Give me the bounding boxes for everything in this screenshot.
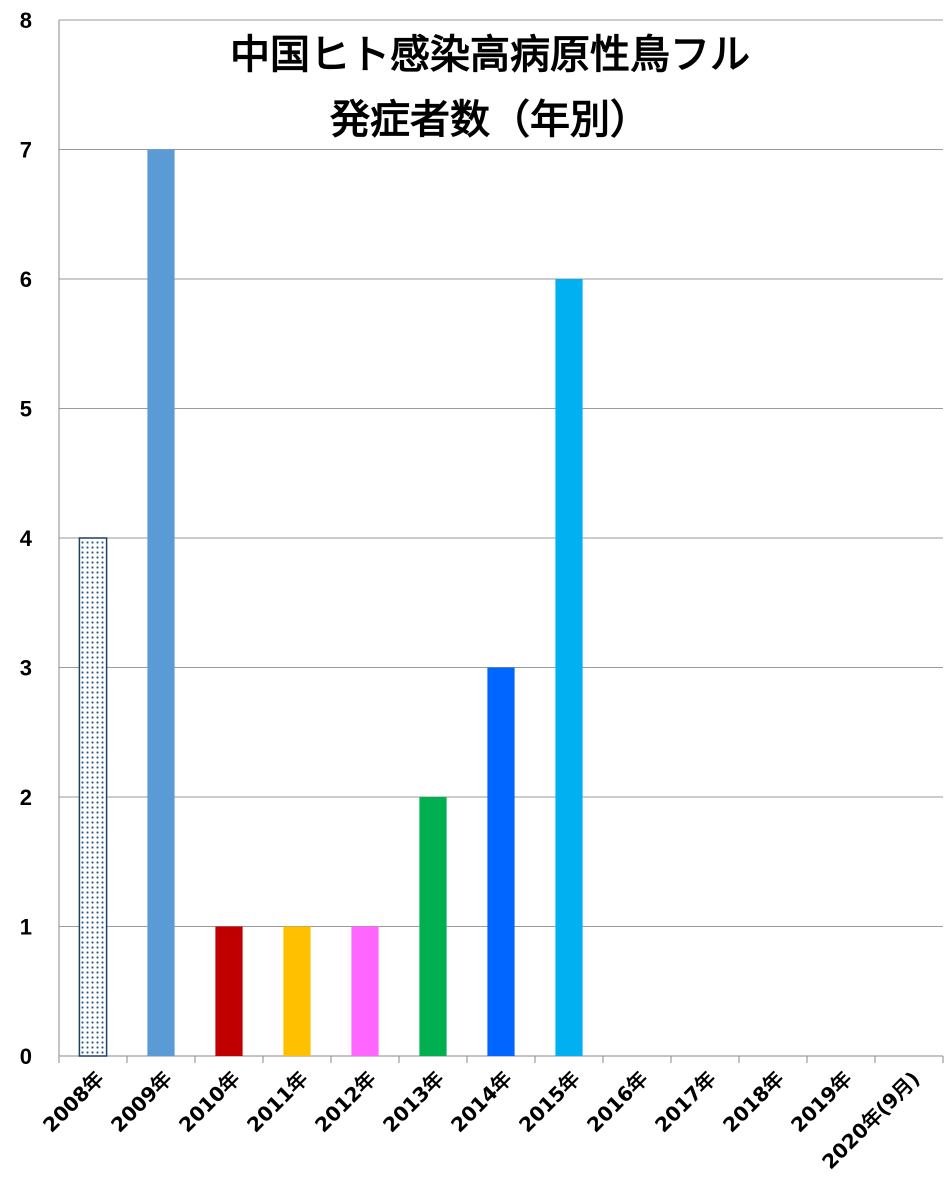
- y-tick-label: 0: [20, 1044, 32, 1069]
- x-tick-label: 2009年: [106, 1067, 176, 1137]
- y-tick-label: 6: [20, 267, 32, 292]
- bar-2011年: [283, 926, 311, 1056]
- x-tick-label: 2010年: [174, 1067, 244, 1137]
- y-tick-label: 3: [20, 656, 32, 681]
- bar-2010年: [215, 926, 243, 1056]
- bar-2012年: [351, 926, 379, 1056]
- x-tick-label: 2013年: [378, 1067, 448, 1137]
- bar-2013年: [419, 797, 447, 1056]
- bar-2008年: [78, 537, 108, 1057]
- y-tick-label: 4: [20, 526, 33, 551]
- x-tick-label: 2017年: [650, 1067, 720, 1137]
- chart-title-line-1: 中国ヒト感染高病原性鳥フル: [230, 32, 750, 78]
- x-tick-label: 2012年: [310, 1067, 380, 1137]
- y-tick-label: 1: [20, 915, 32, 940]
- bars: [78, 149, 583, 1057]
- bar-2015年: [555, 279, 583, 1056]
- x-tick-label: 2011年: [242, 1067, 312, 1137]
- y-tick-label: 5: [20, 397, 32, 422]
- x-tick-label: 2014年: [446, 1067, 516, 1137]
- y-tick-label: 8: [20, 8, 32, 33]
- x-tick-label: 2018年: [718, 1067, 788, 1137]
- chart-title-line-2: 発症者数（年別）: [330, 97, 650, 143]
- x-tick-label: 2008年: [38, 1067, 108, 1137]
- x-tick-label: 2015年: [514, 1067, 584, 1137]
- x-tick-label: 2019年: [786, 1067, 856, 1137]
- bar-2009年: [147, 149, 175, 1056]
- x-tick-label: 2016年: [582, 1067, 652, 1137]
- y-tick-label: 7: [20, 138, 32, 163]
- bar-2014年: [487, 667, 515, 1056]
- y-tick-label: 2: [20, 785, 32, 810]
